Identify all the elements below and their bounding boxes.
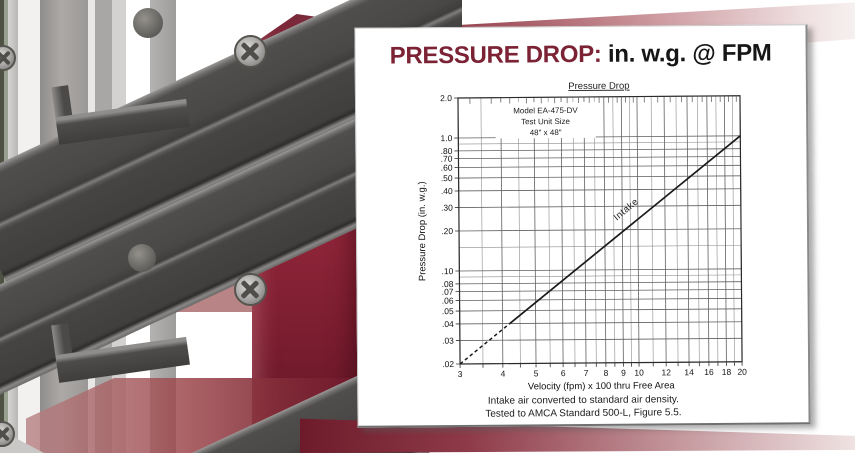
- svg-text:10: 10: [634, 368, 644, 378]
- svg-text:.07: .07: [442, 287, 454, 297]
- svg-text:.80: .80: [441, 146, 453, 156]
- svg-text:12: 12: [661, 367, 671, 377]
- svg-text:6: 6: [561, 368, 566, 378]
- svg-text:.60: .60: [441, 163, 453, 173]
- svg-text:14: 14: [684, 367, 694, 377]
- svg-text:Pressure Drop (in. w.g.): Pressure Drop (in. w.g.): [417, 181, 429, 281]
- svg-text:.05: .05: [442, 306, 454, 316]
- svg-text:.70: .70: [441, 154, 453, 164]
- svg-text:.06: .06: [442, 296, 454, 306]
- svg-text:.30: .30: [441, 203, 453, 213]
- screw-head-icon: [234, 273, 267, 306]
- svg-text:16: 16: [704, 367, 714, 377]
- svg-text:.02: .02: [442, 359, 454, 369]
- svg-text:2.0: 2.0: [440, 93, 452, 103]
- svg-text:8: 8: [604, 368, 609, 378]
- svg-text:.20: .20: [441, 226, 453, 236]
- svg-text:Model EA-475-DV: Model EA-475-DV: [513, 106, 578, 116]
- svg-text:9: 9: [621, 368, 626, 378]
- svg-text:.10: .10: [441, 266, 453, 276]
- svg-text:7: 7: [584, 368, 589, 378]
- svg-text:.08: .08: [442, 279, 454, 289]
- louver-illustration: [0, 0, 462, 453]
- screw-head-icon: [0, 45, 16, 71]
- svg-text:.04: .04: [442, 319, 454, 329]
- svg-text:Pressure Drop: Pressure Drop: [568, 81, 629, 92]
- svg-text:18: 18: [722, 367, 732, 377]
- svg-text:1.0: 1.0: [440, 133, 452, 143]
- svg-text:.40: .40: [441, 186, 453, 196]
- svg-text:5: 5: [534, 368, 539, 378]
- card-footer: Intake air converted to standard air den…: [358, 393, 808, 422]
- blade-pivot-cylinder: [133, 8, 163, 38]
- svg-text:Velocity (fpm) x 100 thru Free: Velocity (fpm) x 100 thru Free Area: [528, 380, 676, 392]
- svg-text:48" x 48": 48" x 48": [530, 128, 562, 137]
- footer-line-2: Tested to AMCA Standard 500-L, Figure 5.…: [485, 406, 682, 420]
- svg-text:Test Unit Size: Test Unit Size: [521, 117, 571, 126]
- svg-text:.50: .50: [441, 173, 453, 183]
- chart-card: PRESSURE DROP: in. w.g. @ FPM Model EA-4…: [354, 24, 811, 428]
- svg-text:20: 20: [737, 367, 747, 377]
- svg-text:.03: .03: [442, 336, 454, 346]
- blade-pivot-cylinder: [128, 244, 156, 272]
- svg-text:Intake: Intake: [612, 196, 641, 223]
- svg-text:3: 3: [458, 369, 463, 379]
- svg-text:4: 4: [501, 369, 506, 379]
- screw-head-icon: [234, 35, 267, 68]
